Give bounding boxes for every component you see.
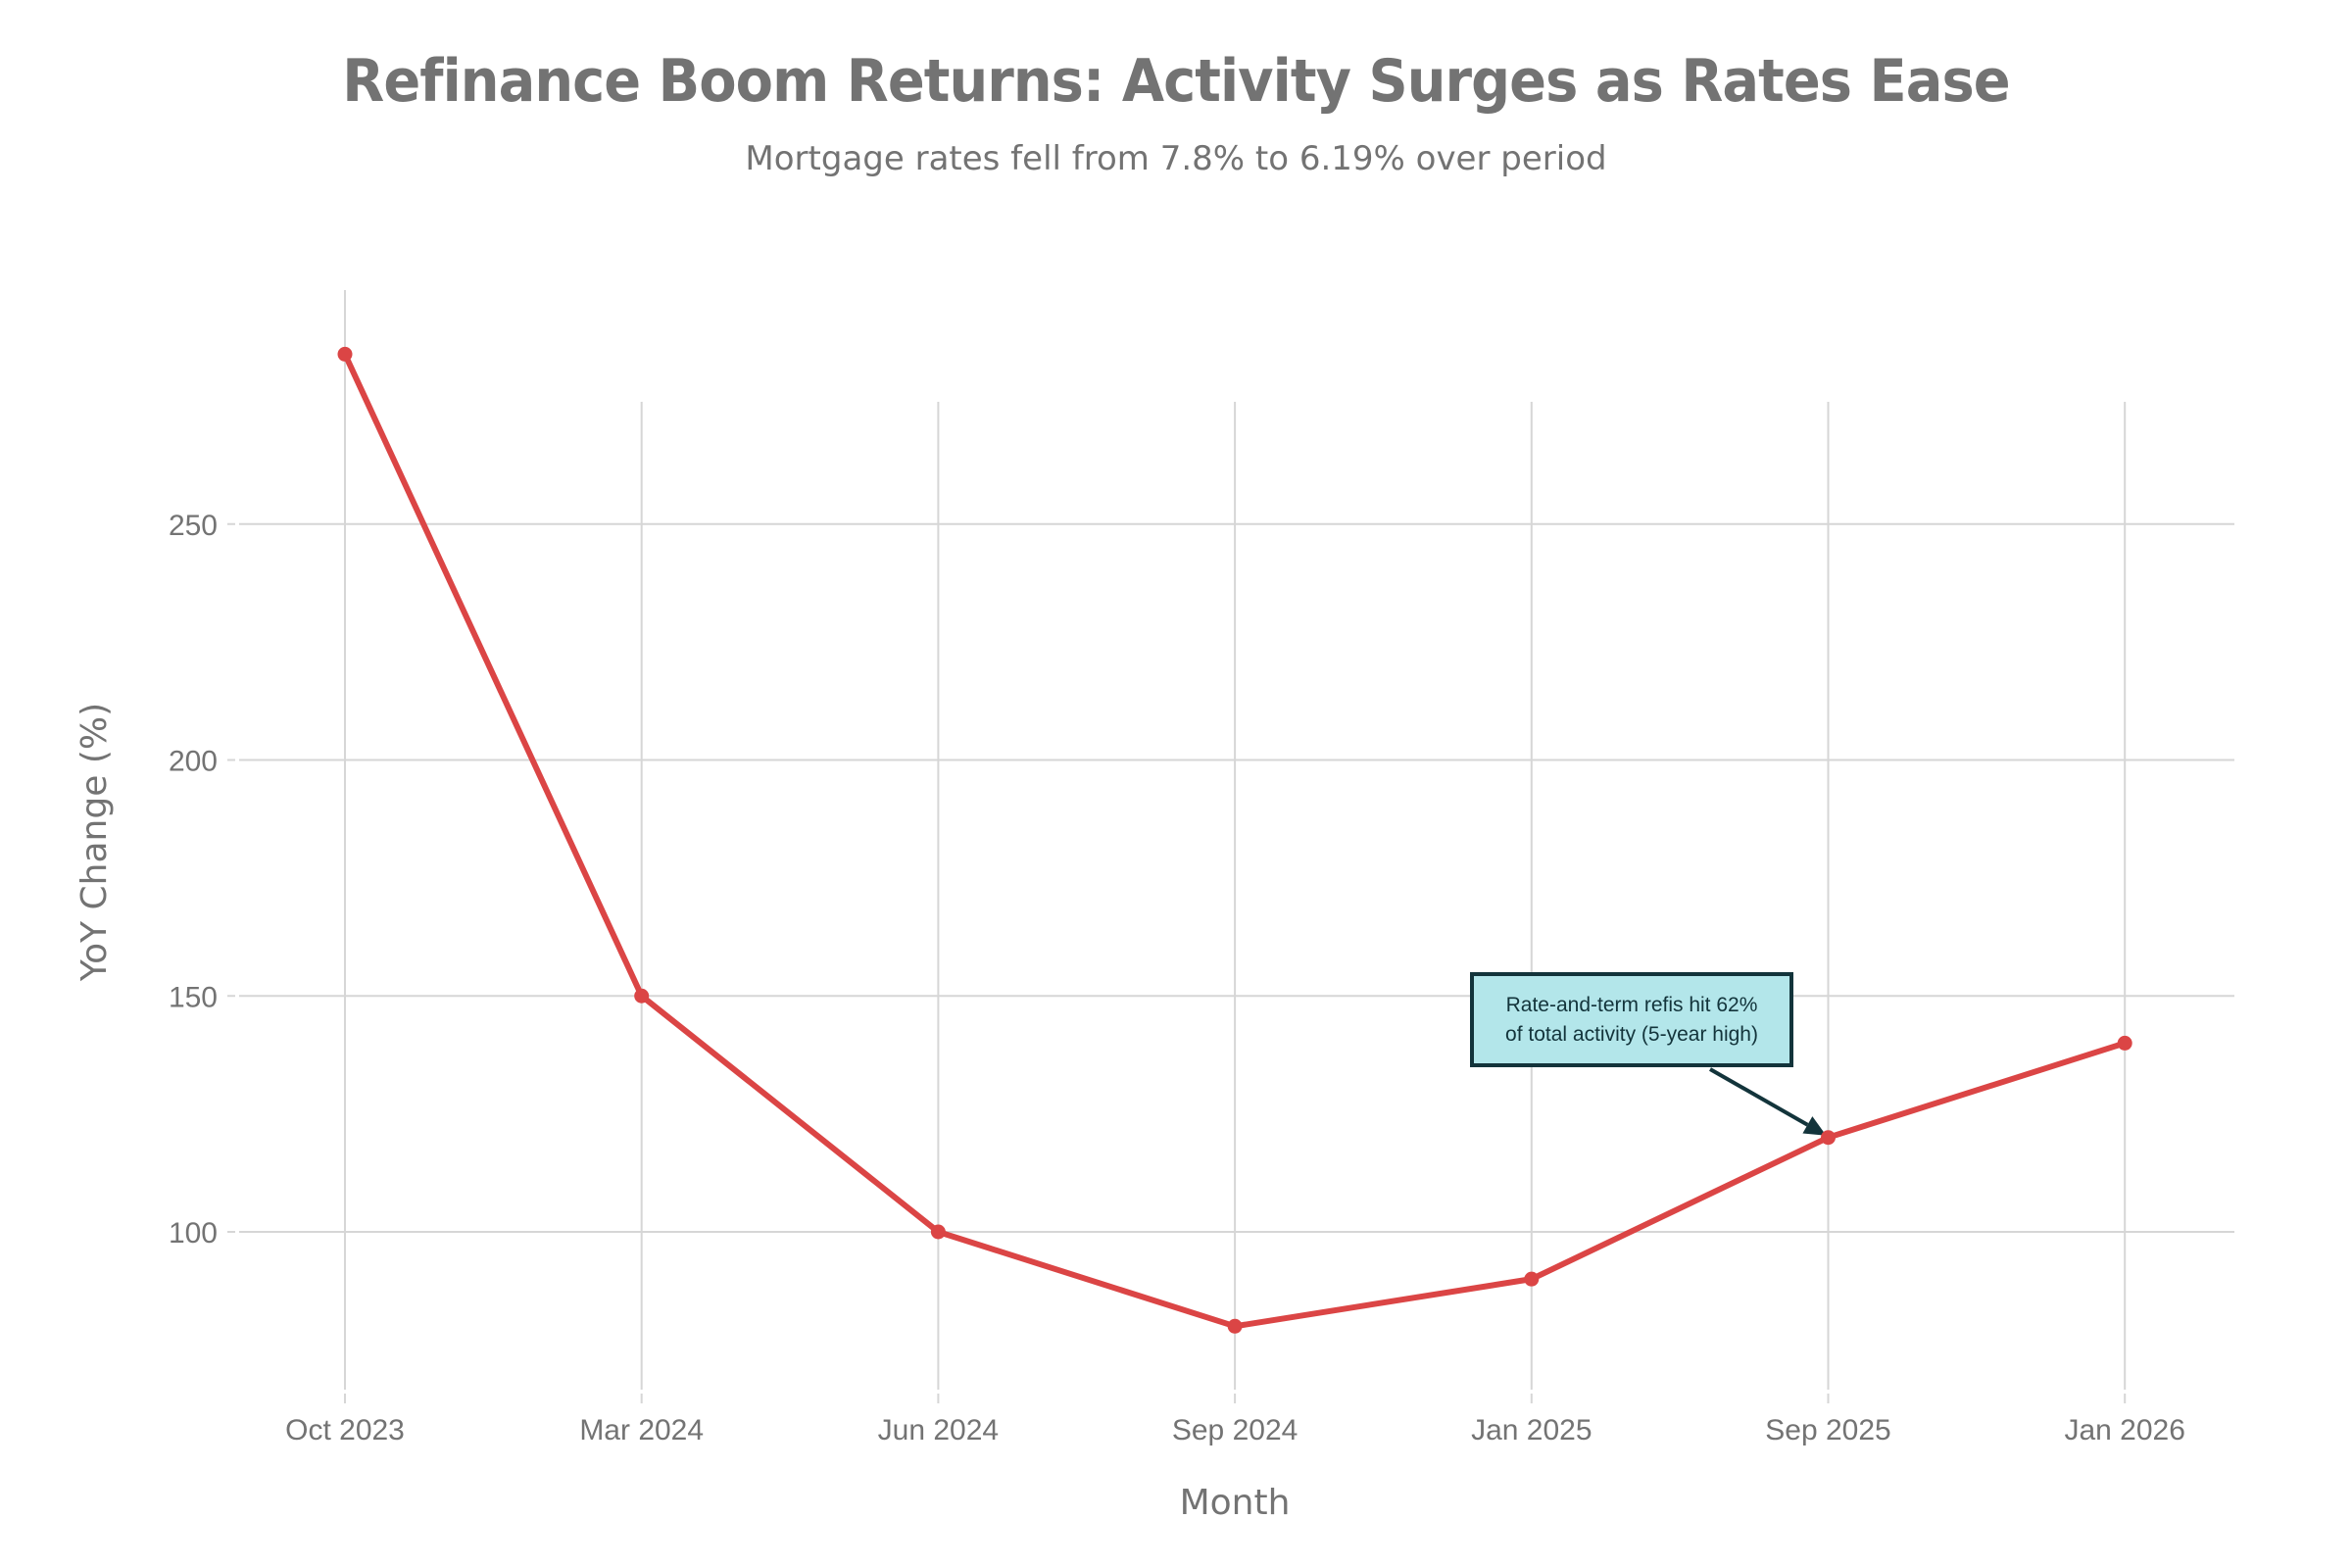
data-point [1821, 1130, 1836, 1146]
x-axis-title: Month [1180, 1483, 1291, 1523]
x-tick-label: Sep 2025 [1765, 1414, 1890, 1446]
annotation-arrow-layer [1709, 1067, 1827, 1136]
data-point [634, 988, 650, 1004]
y-tick-label: 200 [169, 746, 218, 778]
annotation-arrowhead-icon [1802, 1116, 1827, 1136]
y-tick-label: 250 [169, 510, 218, 542]
data-point [2117, 1035, 2132, 1051]
annotation-arrow-line [1709, 1067, 1809, 1127]
y-axis-ticks: 100 150 200 250 [169, 510, 235, 1250]
y-axis-title: YoY Change (%) [74, 703, 115, 982]
x-tick-label: Sep 2024 [1172, 1414, 1298, 1446]
chart-subtitle: Mortgage rates fell from 7.8% to 6.19% o… [745, 139, 1607, 178]
data-point [1227, 1318, 1243, 1334]
data-point [337, 346, 353, 362]
x-tick-label: Jun 2024 [878, 1414, 999, 1446]
vertical-gridlines [344, 290, 2127, 1390]
x-tick-label: Jan 2025 [1471, 1414, 1592, 1446]
annotation-line-1: Rate-and-term refis hit 62% [1505, 993, 1758, 1016]
horizontal-gridlines [239, 522, 2234, 1233]
y-tick-label: 150 [169, 981, 218, 1013]
x-tick-label: Jan 2026 [2064, 1414, 2184, 1446]
annotation-line-2: of total activity (5-year high) [1505, 1022, 1758, 1046]
x-tick-label: Mar 2024 [579, 1414, 704, 1446]
x-axis-ticks: Oct 2023 Mar 2024 Jun 2024 Sep 2024 Jan 2025… [285, 1394, 2185, 1446]
data-point [930, 1224, 946, 1240]
data-point [1524, 1271, 1540, 1287]
x-tick-label: Oct 2023 [285, 1414, 405, 1446]
annotation-box: Rate-and-term refis hit 62% of total act… [1470, 972, 1793, 1067]
series-layer [337, 346, 2132, 1334]
chart-title: Refinance Boom Returns: Activity Surges … [342, 47, 2010, 116]
y-tick-label: 100 [169, 1217, 218, 1250]
